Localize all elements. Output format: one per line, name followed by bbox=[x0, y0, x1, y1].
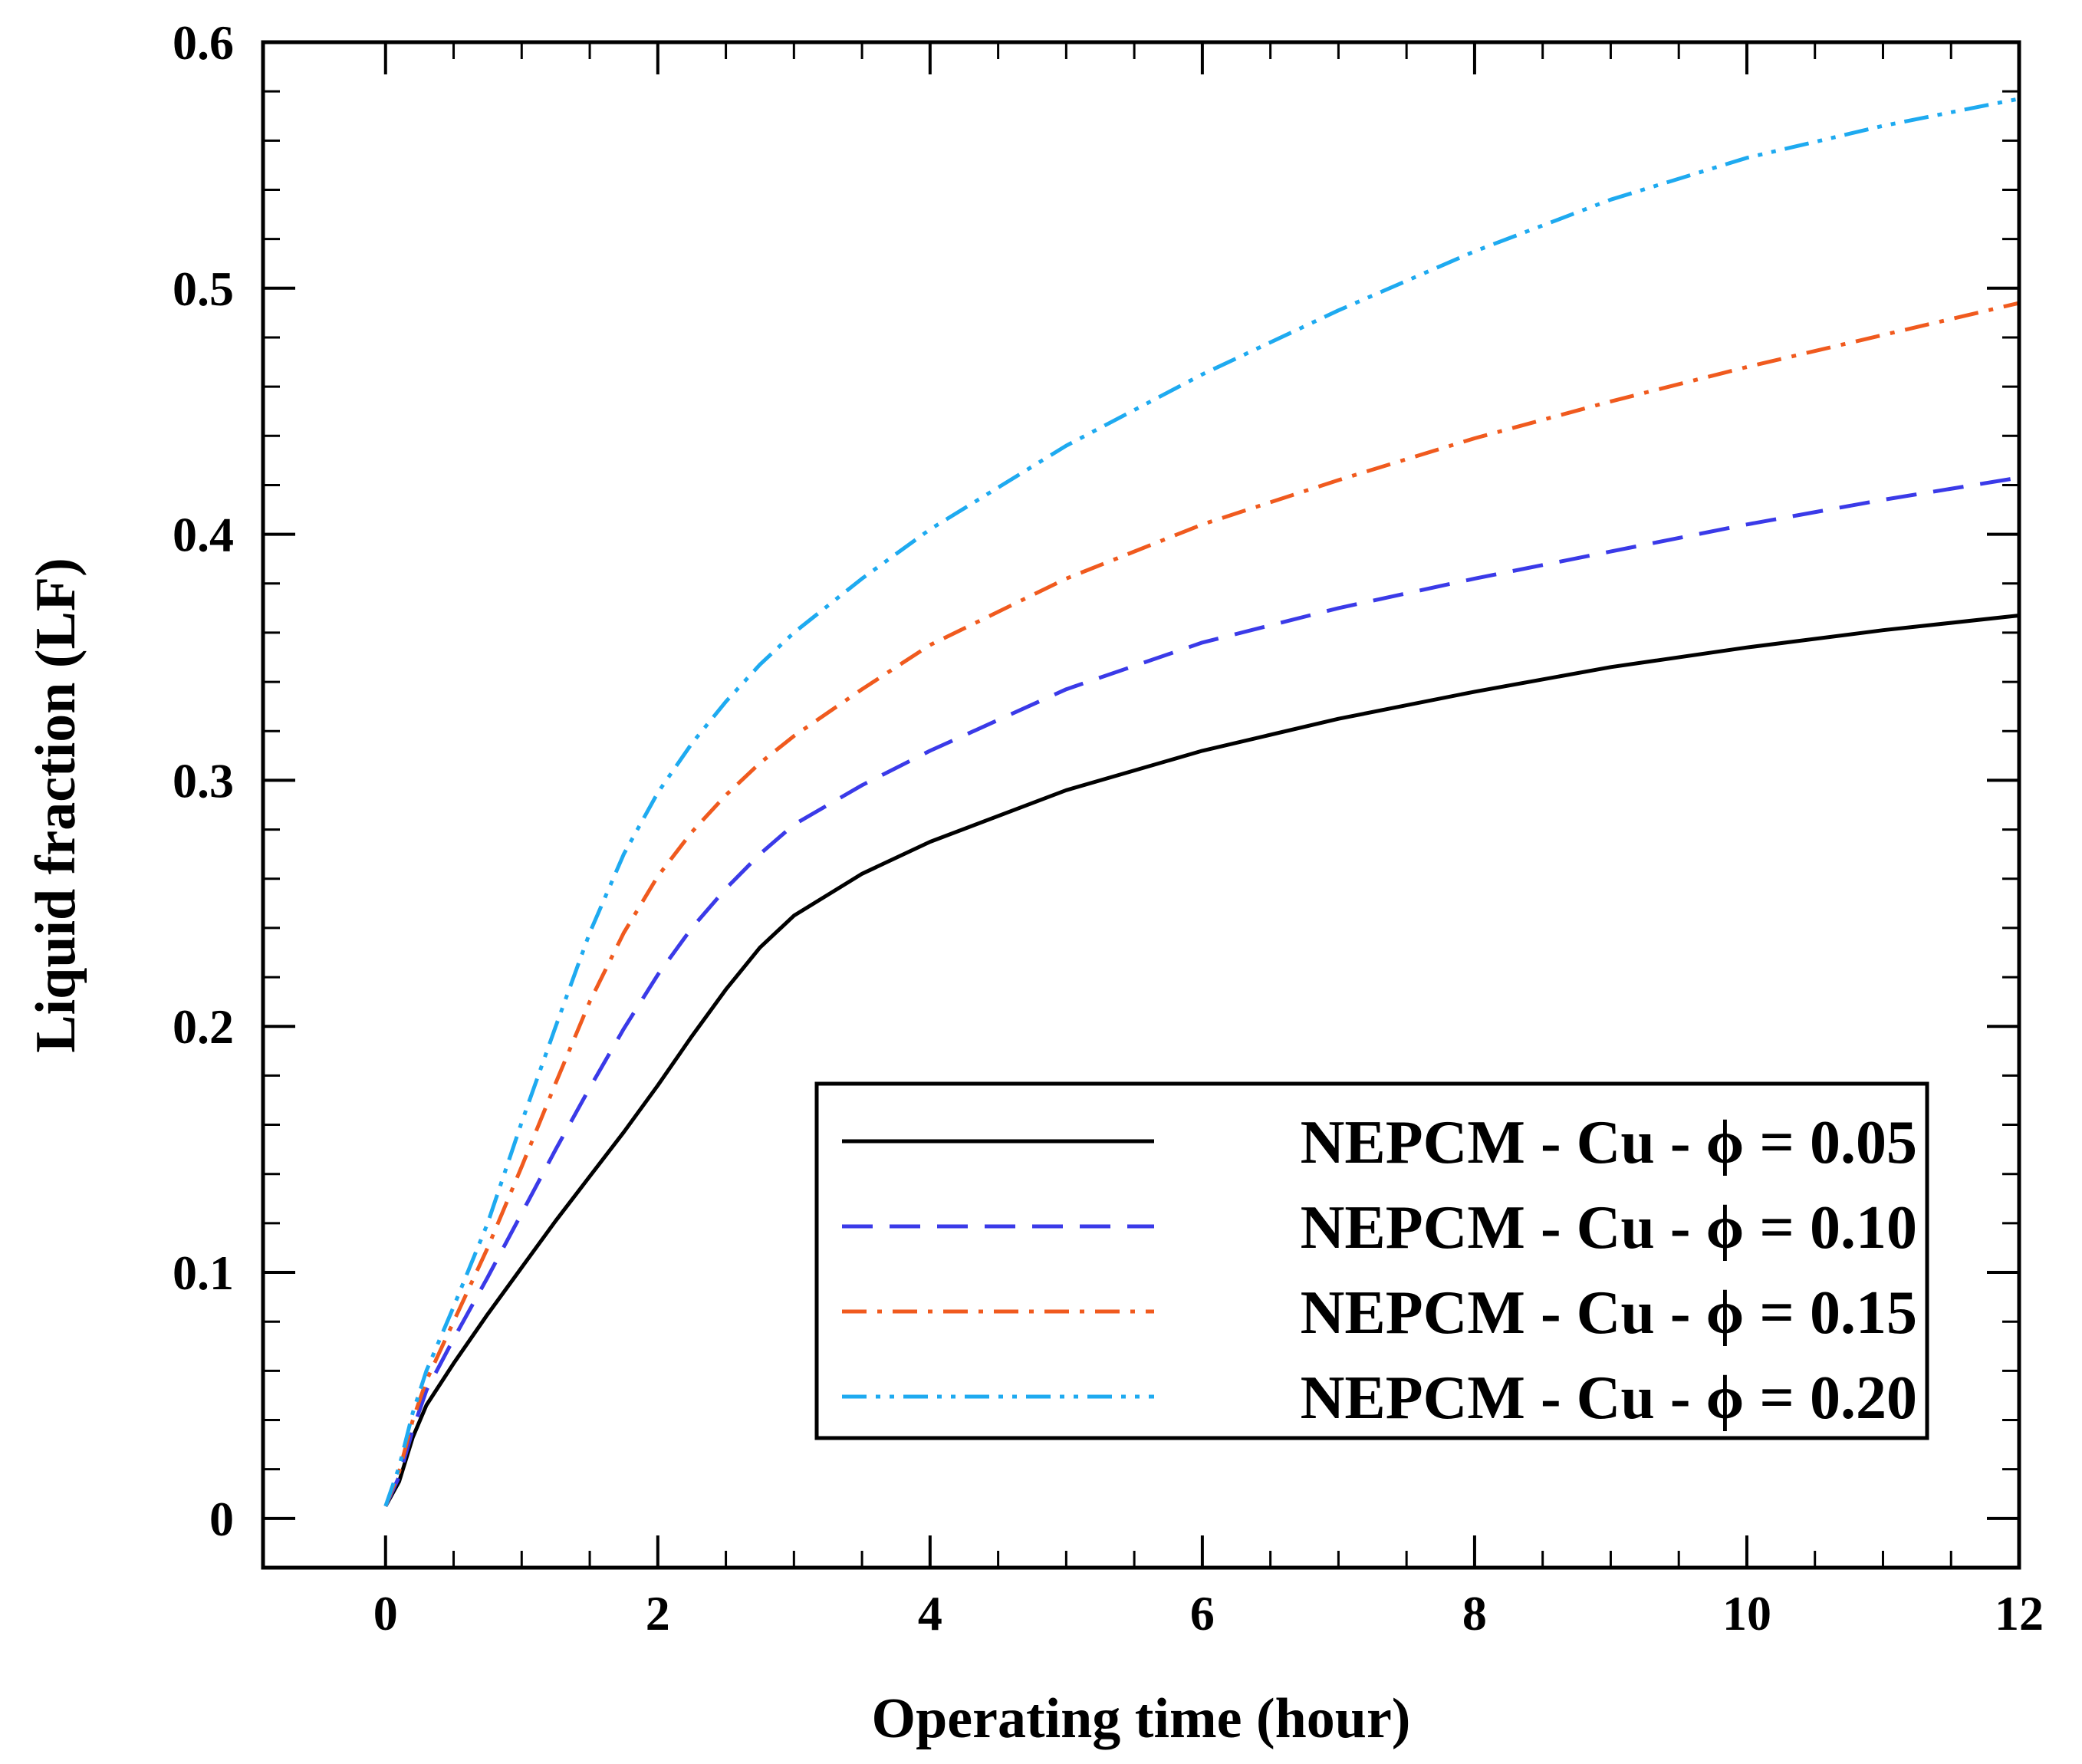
y-tick-label: 0.4 bbox=[173, 508, 234, 562]
series-line-1 bbox=[383, 614, 2020, 1508]
legend: NEPCM - Cu - ϕ = 0.05 NEPCM - Cu - ϕ = 0.… bbox=[814, 1081, 1929, 1440]
series-line-2 bbox=[383, 476, 2020, 1507]
x-tick-label: 8 bbox=[1462, 1586, 1487, 1641]
legend-label-2: NEPCM - Cu - ϕ = 0.10 bbox=[1301, 1194, 1917, 1262]
plot-frame bbox=[261, 40, 2021, 1570]
x-tick-label: 4 bbox=[918, 1586, 942, 1641]
x-tick-label: 2 bbox=[646, 1586, 670, 1641]
series-line-3 bbox=[383, 301, 2020, 1507]
y-tick-label: 0.2 bbox=[173, 999, 234, 1054]
y-tick-label: 0.6 bbox=[173, 15, 234, 70]
series-layer bbox=[383, 97, 2020, 1508]
legend-label-4: NEPCM - Cu - ϕ = 0.20 bbox=[1301, 1364, 1917, 1432]
x-tick-label: 6 bbox=[1190, 1586, 1215, 1641]
x-tick-label: 0 bbox=[373, 1586, 398, 1641]
x-tick-label: 12 bbox=[1995, 1586, 2044, 1641]
y-tick-label: 0.1 bbox=[173, 1246, 234, 1300]
legend-label-3: NEPCM - Cu - ϕ = 0.15 bbox=[1301, 1279, 1917, 1347]
x-tick-labels: 0 2 4 6 8 10 12 bbox=[373, 1586, 2044, 1641]
legend-label-1: NEPCM - Cu - ϕ = 0.05 bbox=[1301, 1109, 1917, 1177]
y-axis-title: Liquid fraction (LF) bbox=[25, 558, 87, 1052]
series-line-4 bbox=[383, 97, 2020, 1507]
x-tick-label: 10 bbox=[1722, 1586, 1771, 1641]
x-axis-title: Operating time (hour) bbox=[872, 1687, 1411, 1750]
y-tick-label: 0 bbox=[209, 1492, 234, 1546]
y-tick-label: 0.5 bbox=[173, 262, 234, 316]
y-tick-label: 0.3 bbox=[173, 753, 234, 808]
y-tick-labels: 0 0.1 0.2 0.3 0.4 0.5 0.6 bbox=[173, 15, 234, 1546]
